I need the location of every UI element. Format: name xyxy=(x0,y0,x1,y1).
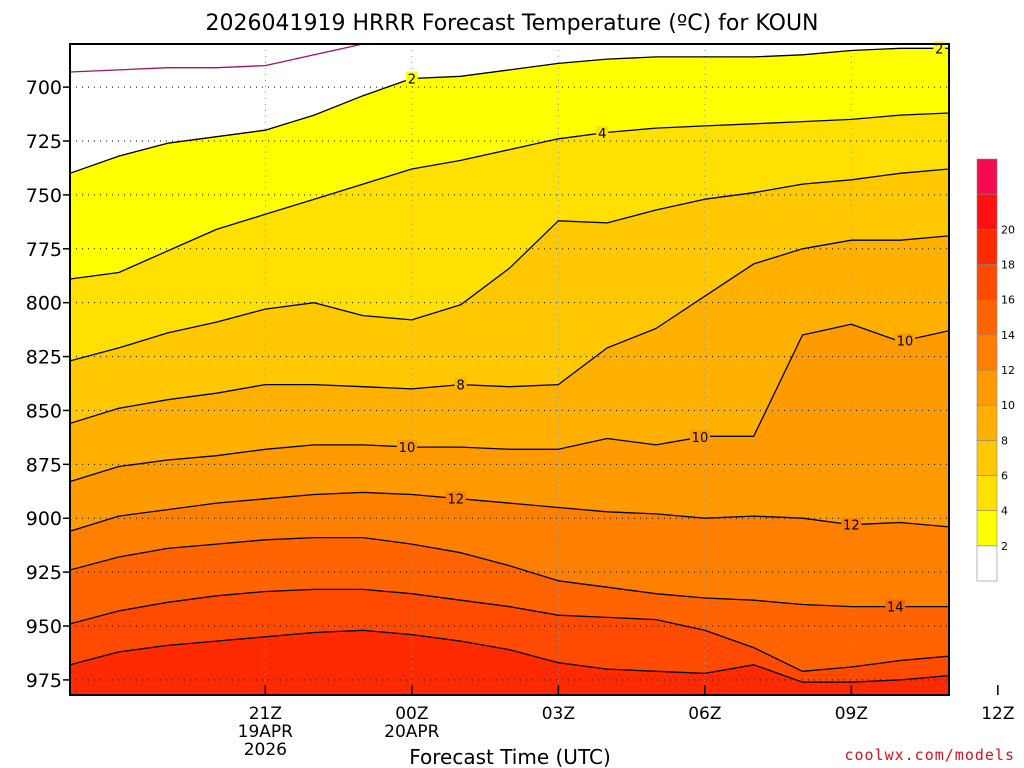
contour-label-bg xyxy=(454,377,467,391)
x-tick-sublabel: 2026 xyxy=(244,740,287,760)
contour-line-16 xyxy=(70,588,949,672)
colorbar-legend: 2 4 6 8 10 12 14 16 18 20 xyxy=(976,158,1015,582)
colorbar-label: 20 xyxy=(1001,223,1015,236)
temperature-band-6 xyxy=(70,169,949,424)
contour-label-8: 8 xyxy=(457,379,465,394)
y-tick-label: 700 xyxy=(26,77,62,99)
colorbar-label: 8 xyxy=(1001,434,1008,447)
y-tick-label: 900 xyxy=(26,508,62,530)
contour-line-10 xyxy=(70,323,949,483)
y-tick-label: 950 xyxy=(26,616,62,638)
colorbar-label: 14 xyxy=(1001,329,1015,342)
credit-text: coolwx.com/models xyxy=(844,746,1015,764)
temperature-band-18 xyxy=(70,630,949,695)
colorbar-swatch xyxy=(976,299,998,336)
colorbar-label: 2 xyxy=(1001,540,1008,553)
y-axis: 700 725 750 775 800 825 850 875 900 925 950 975 xyxy=(26,77,70,692)
contour-label-bg xyxy=(596,126,609,140)
y-tick-label: 800 xyxy=(26,293,62,315)
contour-line-14 xyxy=(70,536,949,608)
contour-label-bg xyxy=(445,491,466,505)
colorbar-swatch xyxy=(976,264,998,300)
contour-line-4 xyxy=(70,112,949,280)
colorbar-label: 4 xyxy=(1001,505,1008,518)
contour-line-8 xyxy=(70,235,949,425)
plot-area: 2 2 4 8 10 10 10 12 12 14 xyxy=(69,41,950,696)
contour-label-bg xyxy=(885,599,906,613)
temperature-band-2 xyxy=(70,48,949,279)
temperature-band-10 xyxy=(70,324,949,532)
contour-label-2: 2 xyxy=(408,72,416,87)
colorbar-swatch xyxy=(976,440,998,476)
contour-label-bg xyxy=(689,430,710,444)
colorbar-swatch xyxy=(976,229,998,265)
colorbar-label: 18 xyxy=(1001,259,1015,272)
contour-label-bg xyxy=(841,517,862,531)
chart-title: 2026041919 HRRR Forecast Temperature (ºC… xyxy=(205,11,818,36)
x-tick-label: 09Z xyxy=(835,704,868,724)
x-tick-sublabel: 19APR xyxy=(238,722,294,742)
x-axis-label: Forecast Time (UTC) xyxy=(409,745,611,768)
contour-label-bg xyxy=(396,439,417,453)
contour-label-12: 12 xyxy=(448,492,465,507)
temperature-band-16 xyxy=(70,589,949,683)
x-tick-label: 12Z xyxy=(981,704,1014,724)
y-tick-label: 850 xyxy=(26,400,62,422)
colorbar-label: 16 xyxy=(1001,294,1015,307)
contour-line-2 xyxy=(70,47,949,174)
contour-label-bg xyxy=(895,333,916,347)
temperature-band-12 xyxy=(70,492,949,607)
colorbar-swatch xyxy=(976,545,998,582)
x-tick-label: 03Z xyxy=(542,704,575,724)
x-tick-label: 06Z xyxy=(688,704,721,724)
colorbar-label: 12 xyxy=(1001,364,1015,377)
contour-label-bg xyxy=(405,71,418,85)
y-tick-label: 825 xyxy=(26,347,62,369)
colorbar-swatch xyxy=(976,158,998,195)
contour-line-12 xyxy=(70,491,949,532)
temperature-fill-bands xyxy=(70,48,949,695)
colorbar-swatch xyxy=(976,510,998,547)
x-tick-label: 21Z xyxy=(249,704,282,724)
y-tick-label: 975 xyxy=(26,670,62,692)
x-tick-sublabel: 20APR xyxy=(384,722,440,742)
colorbar-swatch xyxy=(976,369,998,406)
y-tick-label: 725 xyxy=(26,131,62,153)
plot-border xyxy=(69,43,950,696)
temperature-band-8 xyxy=(70,235,949,482)
contour-label-2: 2 xyxy=(935,42,943,57)
y-tick-label: 925 xyxy=(26,562,62,584)
colorbar-swatch xyxy=(976,404,998,441)
colorbar-swatch xyxy=(976,475,998,511)
colorbar-swatch xyxy=(976,193,998,230)
contour-lines xyxy=(70,44,949,683)
contour-label-10: 10 xyxy=(399,441,416,456)
contour-label-10: 10 xyxy=(692,431,709,446)
y-tick-label: 750 xyxy=(26,185,62,207)
temperature-band-4 xyxy=(70,113,949,361)
contour-label-12: 12 xyxy=(843,519,860,534)
contour-label-14: 14 xyxy=(887,601,904,616)
y-tick-label: 875 xyxy=(26,454,62,476)
contour-label-10: 10 xyxy=(897,334,914,349)
x-tick-label: 00Z xyxy=(395,704,428,724)
colorbar-swatch xyxy=(976,334,998,371)
contour-line-0 xyxy=(70,44,364,73)
y-tick-label: 775 xyxy=(26,239,62,261)
colorbar-label: 10 xyxy=(1001,399,1015,412)
colorbar-label: 6 xyxy=(1001,470,1008,483)
contour-line-6 xyxy=(70,168,949,362)
contour-line-18 xyxy=(70,629,949,683)
temperature-band-14 xyxy=(70,537,949,672)
contour-label-4: 4 xyxy=(598,127,606,142)
